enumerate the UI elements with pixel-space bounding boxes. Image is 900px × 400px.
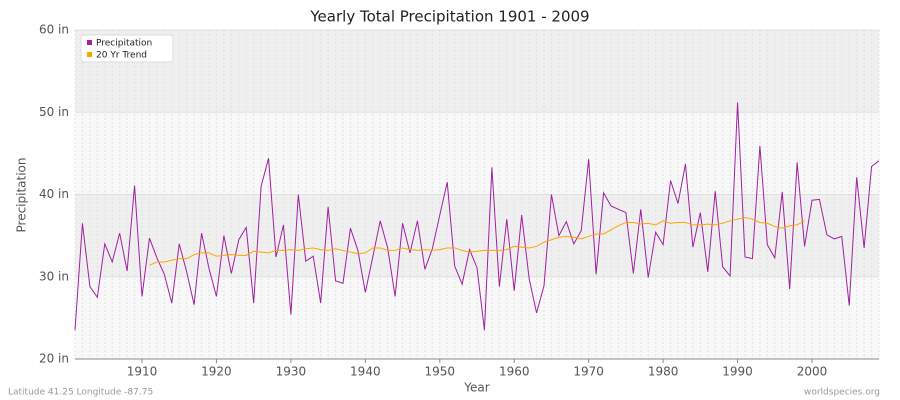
x-tick-label: 1930 <box>276 365 307 379</box>
chart-title: Yearly Total Precipitation 1901 - 2009 <box>309 8 589 26</box>
x-tick-label: 1920 <box>201 365 232 379</box>
legend-label: 20 Yr Trend <box>96 51 147 61</box>
y-tick-label: 30 in <box>39 269 69 283</box>
y-axis-title: Precipitation <box>15 157 29 232</box>
x-axis-title: Year <box>463 381 489 395</box>
series-line <box>74 102 880 331</box>
x-tick-label: 1970 <box>573 365 604 379</box>
y-tick-label: 40 in <box>39 187 69 201</box>
x-tick-label: 1910 <box>127 365 158 379</box>
footer-right: worldspecies.org <box>804 388 880 398</box>
x-tick-label: 1960 <box>499 365 530 379</box>
legend: Precipitation 20 Yr Trend <box>80 34 174 63</box>
y-tick-label: 50 in <box>39 105 69 119</box>
y-tick-label: 60 in <box>39 23 69 37</box>
x-tick-label: 1940 <box>350 365 381 379</box>
series-line <box>149 217 805 266</box>
legend-marker <box>87 52 92 57</box>
x-tick-label: 1990 <box>722 365 753 379</box>
y-tick-label: 20 in <box>39 352 69 366</box>
footer-left: Latitude 41.25 Longitude -87.75 <box>8 388 153 398</box>
legend-marker <box>87 40 92 45</box>
x-tick-label: 2000 <box>797 365 828 379</box>
x-tick-label: 1980 <box>648 365 679 379</box>
x-tick-label: 1950 <box>425 365 456 379</box>
legend-box <box>80 34 174 63</box>
legend-label: Precipitation <box>96 39 152 49</box>
